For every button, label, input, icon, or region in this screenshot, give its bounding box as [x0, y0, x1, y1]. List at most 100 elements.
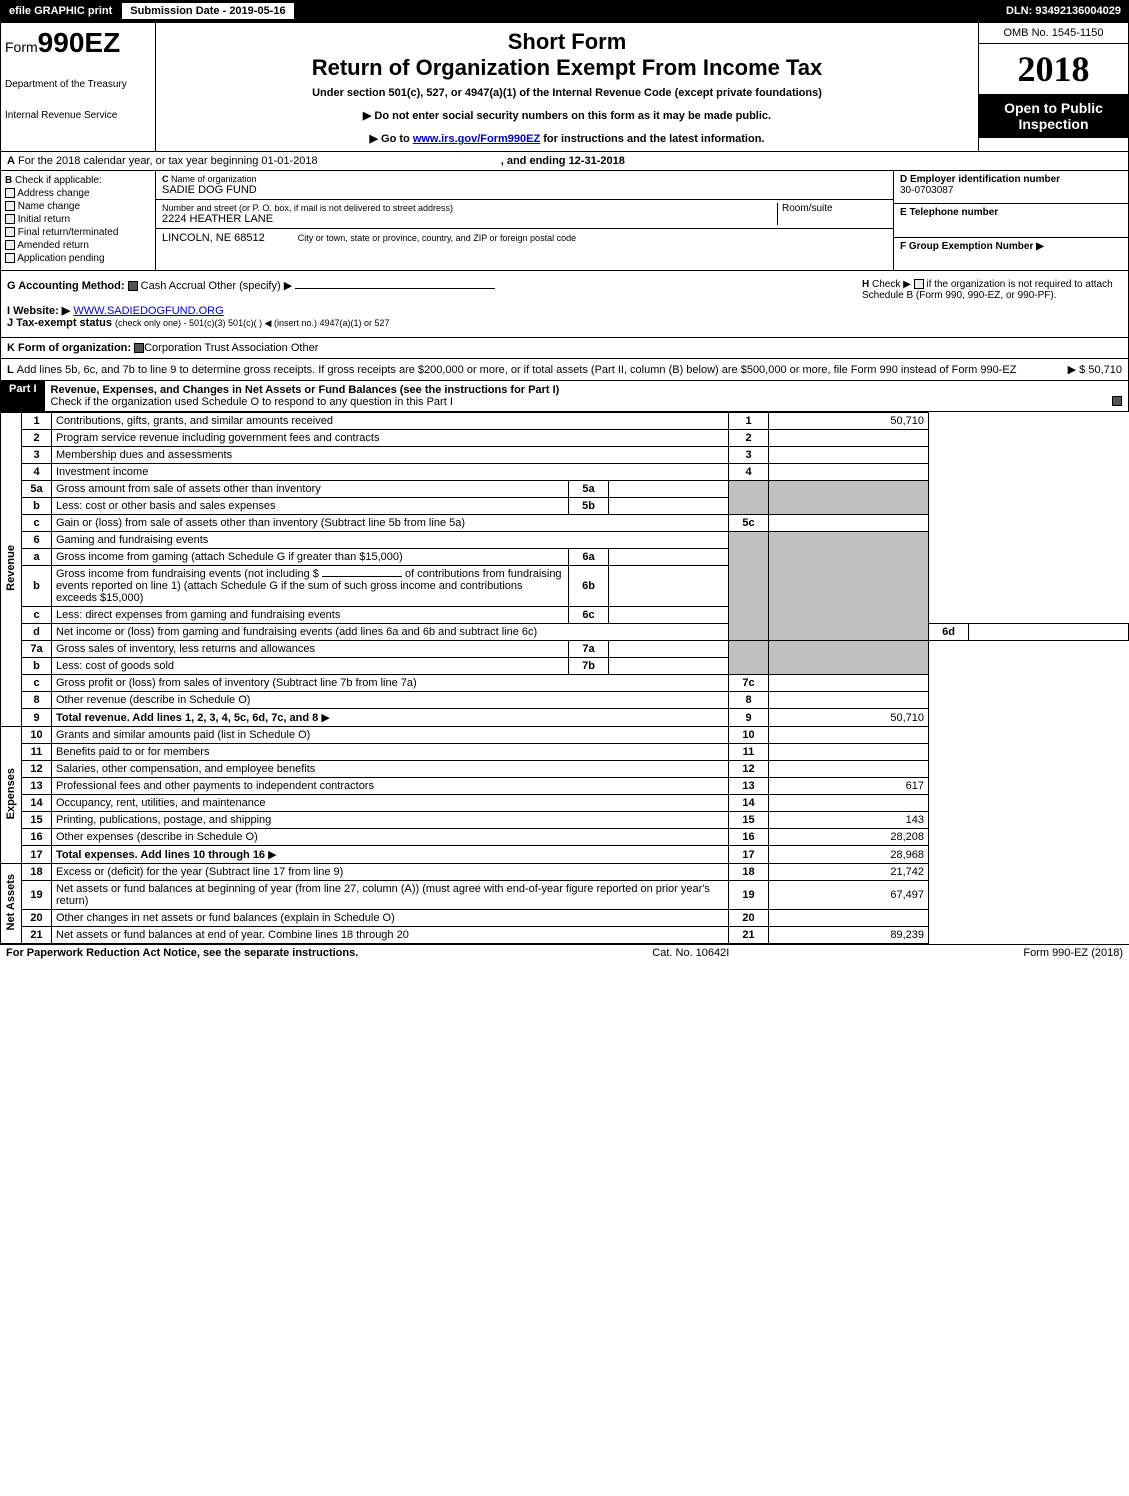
- l6c-sub: 6c: [569, 607, 609, 624]
- l19-desc: Net assets or fund balances at beginning…: [52, 881, 729, 910]
- l2-ln: 2: [729, 430, 769, 447]
- submission-date: Submission Date - 2019-05-16: [121, 2, 294, 20]
- row-gh: G Accounting Method: Cash Accrual Other …: [0, 271, 1129, 338]
- l13-num: 13: [22, 778, 52, 795]
- l7b-sv: [609, 658, 729, 675]
- ein: 30-0703087: [900, 185, 953, 196]
- chk-cash[interactable]: [128, 281, 138, 291]
- gross-receipts: ▶ $ 50,710: [1068, 363, 1122, 376]
- chk-application-pending[interactable]: Application pending: [5, 253, 151, 264]
- efile-print-button[interactable]: efile GRAPHIC print: [0, 2, 121, 20]
- l7b-desc: Less: cost of goods sold: [52, 658, 569, 675]
- l14-desc: Occupancy, rent, utilities, and maintena…: [52, 795, 729, 812]
- l19-num: 19: [22, 881, 52, 910]
- label-l: L: [7, 364, 14, 376]
- part1-header: Part I Revenue, Expenses, and Changes in…: [0, 381, 1129, 412]
- l15-desc: Printing, publications, postage, and shi…: [52, 812, 729, 829]
- l21-desc: Net assets or fund balances at end of ye…: [52, 927, 729, 944]
- l11-ln: 11: [729, 744, 769, 761]
- l5a-num: 5a: [22, 481, 52, 498]
- col-b: B Check if applicable: Address change Na…: [1, 171, 156, 270]
- line-2: 2 Program service revenue including gove…: [1, 430, 1129, 447]
- line-3: 3 Membership dues and assessments 3: [1, 447, 1129, 464]
- l17-ln: 17: [729, 846, 769, 864]
- l6b-sub: 6b: [569, 566, 609, 607]
- line-5a: 5a Gross amount from sale of assets othe…: [1, 481, 1129, 498]
- l11-num: 11: [22, 744, 52, 761]
- l7c-num: c: [22, 675, 52, 692]
- line-11: 11 Benefits paid to or for members 11: [1, 744, 1129, 761]
- part1-title: Revenue, Expenses, and Changes in Net As…: [51, 384, 560, 396]
- col-c: C Name of organization SADIE DOG FUND Nu…: [156, 171, 893, 270]
- chk-name-change[interactable]: Name change: [5, 201, 151, 212]
- l5c-ln: 5c: [729, 515, 769, 532]
- chk-corporation[interactable]: [134, 343, 144, 353]
- l15-ln: 15: [729, 812, 769, 829]
- l6-num: 6: [22, 532, 52, 549]
- l6d-ln: 6d: [929, 624, 969, 641]
- l6d-num: d: [22, 624, 52, 641]
- chk-amended-return[interactable]: Amended return: [5, 240, 151, 251]
- l7a-desc: Gross sales of inventory, less returns a…: [52, 641, 569, 658]
- l17-num: 17: [22, 846, 52, 864]
- l12-val: [769, 761, 929, 778]
- short-form-label: Short Form: [162, 29, 972, 55]
- chk-schedule-o[interactable]: [1112, 396, 1122, 406]
- part1-sub: Check if the organization used Schedule …: [51, 396, 453, 408]
- l6a-sv: [609, 549, 729, 566]
- cat-no: Cat. No. 10642I: [358, 947, 1023, 959]
- ssn-warning: ▶ Do not enter social security numbers o…: [162, 109, 972, 122]
- form-id-box: Form990EZ Department of the Treasury Int…: [1, 23, 156, 151]
- website-link[interactable]: WWW.SADIEDOGFUND.ORG: [73, 305, 223, 317]
- goto-line: ▶ Go to www.irs.gov/Form990EZ for instru…: [162, 132, 972, 145]
- netassets-label: Net Assets: [5, 874, 17, 930]
- k-text: Corporation Trust Association Other: [144, 342, 318, 354]
- l9-desc: Total revenue. Add lines 1, 2, 3, 4, 5c,…: [52, 709, 729, 727]
- chk-schedule-b[interactable]: [914, 279, 924, 289]
- l16-desc: Other expenses (describe in Schedule O): [52, 829, 729, 846]
- line-8: 8 Other revenue (describe in Schedule O)…: [1, 692, 1129, 709]
- city-lbl: City or town, state or province, country…: [298, 233, 576, 243]
- l7a-sv: [609, 641, 729, 658]
- under-section: Under section 501(c), 527, or 4947(a)(1)…: [162, 87, 972, 99]
- l10-val: [769, 727, 929, 744]
- l7c-desc: Gross profit or (loss) from sales of inv…: [52, 675, 729, 692]
- l6-desc: Gaming and fundraising events: [52, 532, 729, 549]
- l10-desc: Grants and similar amounts paid (list in…: [52, 727, 729, 744]
- chk-address-change[interactable]: Address change: [5, 188, 151, 199]
- l3-num: 3: [22, 447, 52, 464]
- line-1: Revenue 1 Contributions, gifts, grants, …: [1, 413, 1129, 430]
- line-21: 21 Net assets or fund balances at end of…: [1, 927, 1129, 944]
- line-7b: b Less: cost of goods sold 7b: [1, 658, 1129, 675]
- l5b-desc: Less: cost or other basis and sales expe…: [52, 498, 569, 515]
- l4-ln: 4: [729, 464, 769, 481]
- org-name: SADIE DOG FUND: [162, 184, 887, 196]
- l3-val: [769, 447, 929, 464]
- main-table: Revenue 1 Contributions, gifts, grants, …: [0, 412, 1129, 944]
- l21-num: 21: [22, 927, 52, 944]
- open-public-badge: Open to Public Inspection: [979, 94, 1128, 138]
- org-street: 2224 HEATHER LANE: [162, 213, 777, 225]
- l7b-sub: 7b: [569, 658, 609, 675]
- form-number: Form990EZ: [5, 27, 151, 59]
- l6a-desc: Gross income from gaming (attach Schedul…: [52, 549, 569, 566]
- l4-val: [769, 464, 929, 481]
- l5c-val: [769, 515, 929, 532]
- l20-num: 20: [22, 910, 52, 927]
- l10-num: 10: [22, 727, 52, 744]
- l13-ln: 13: [729, 778, 769, 795]
- irs-link[interactable]: www.irs.gov/Form990EZ: [413, 133, 540, 145]
- chk-initial-return[interactable]: Initial return: [5, 214, 151, 225]
- l13-val: 617: [769, 778, 929, 795]
- l12-num: 12: [22, 761, 52, 778]
- l4-desc: Investment income: [52, 464, 729, 481]
- chk-final-return[interactable]: Final return/terminated: [5, 227, 151, 238]
- line-7a: 7a Gross sales of inventory, less return…: [1, 641, 1129, 658]
- l6c-desc: Less: direct expenses from gaming and fu…: [52, 607, 569, 624]
- cal-year-text: For the 2018 calendar year, or tax year …: [18, 155, 318, 167]
- form-header: Form990EZ Department of the Treasury Int…: [0, 22, 1129, 152]
- line-6d: d Net income or (loss) from gaming and f…: [1, 624, 1129, 641]
- l2-val: [769, 430, 929, 447]
- l14-ln: 14: [729, 795, 769, 812]
- l19-ln: 19: [729, 881, 769, 910]
